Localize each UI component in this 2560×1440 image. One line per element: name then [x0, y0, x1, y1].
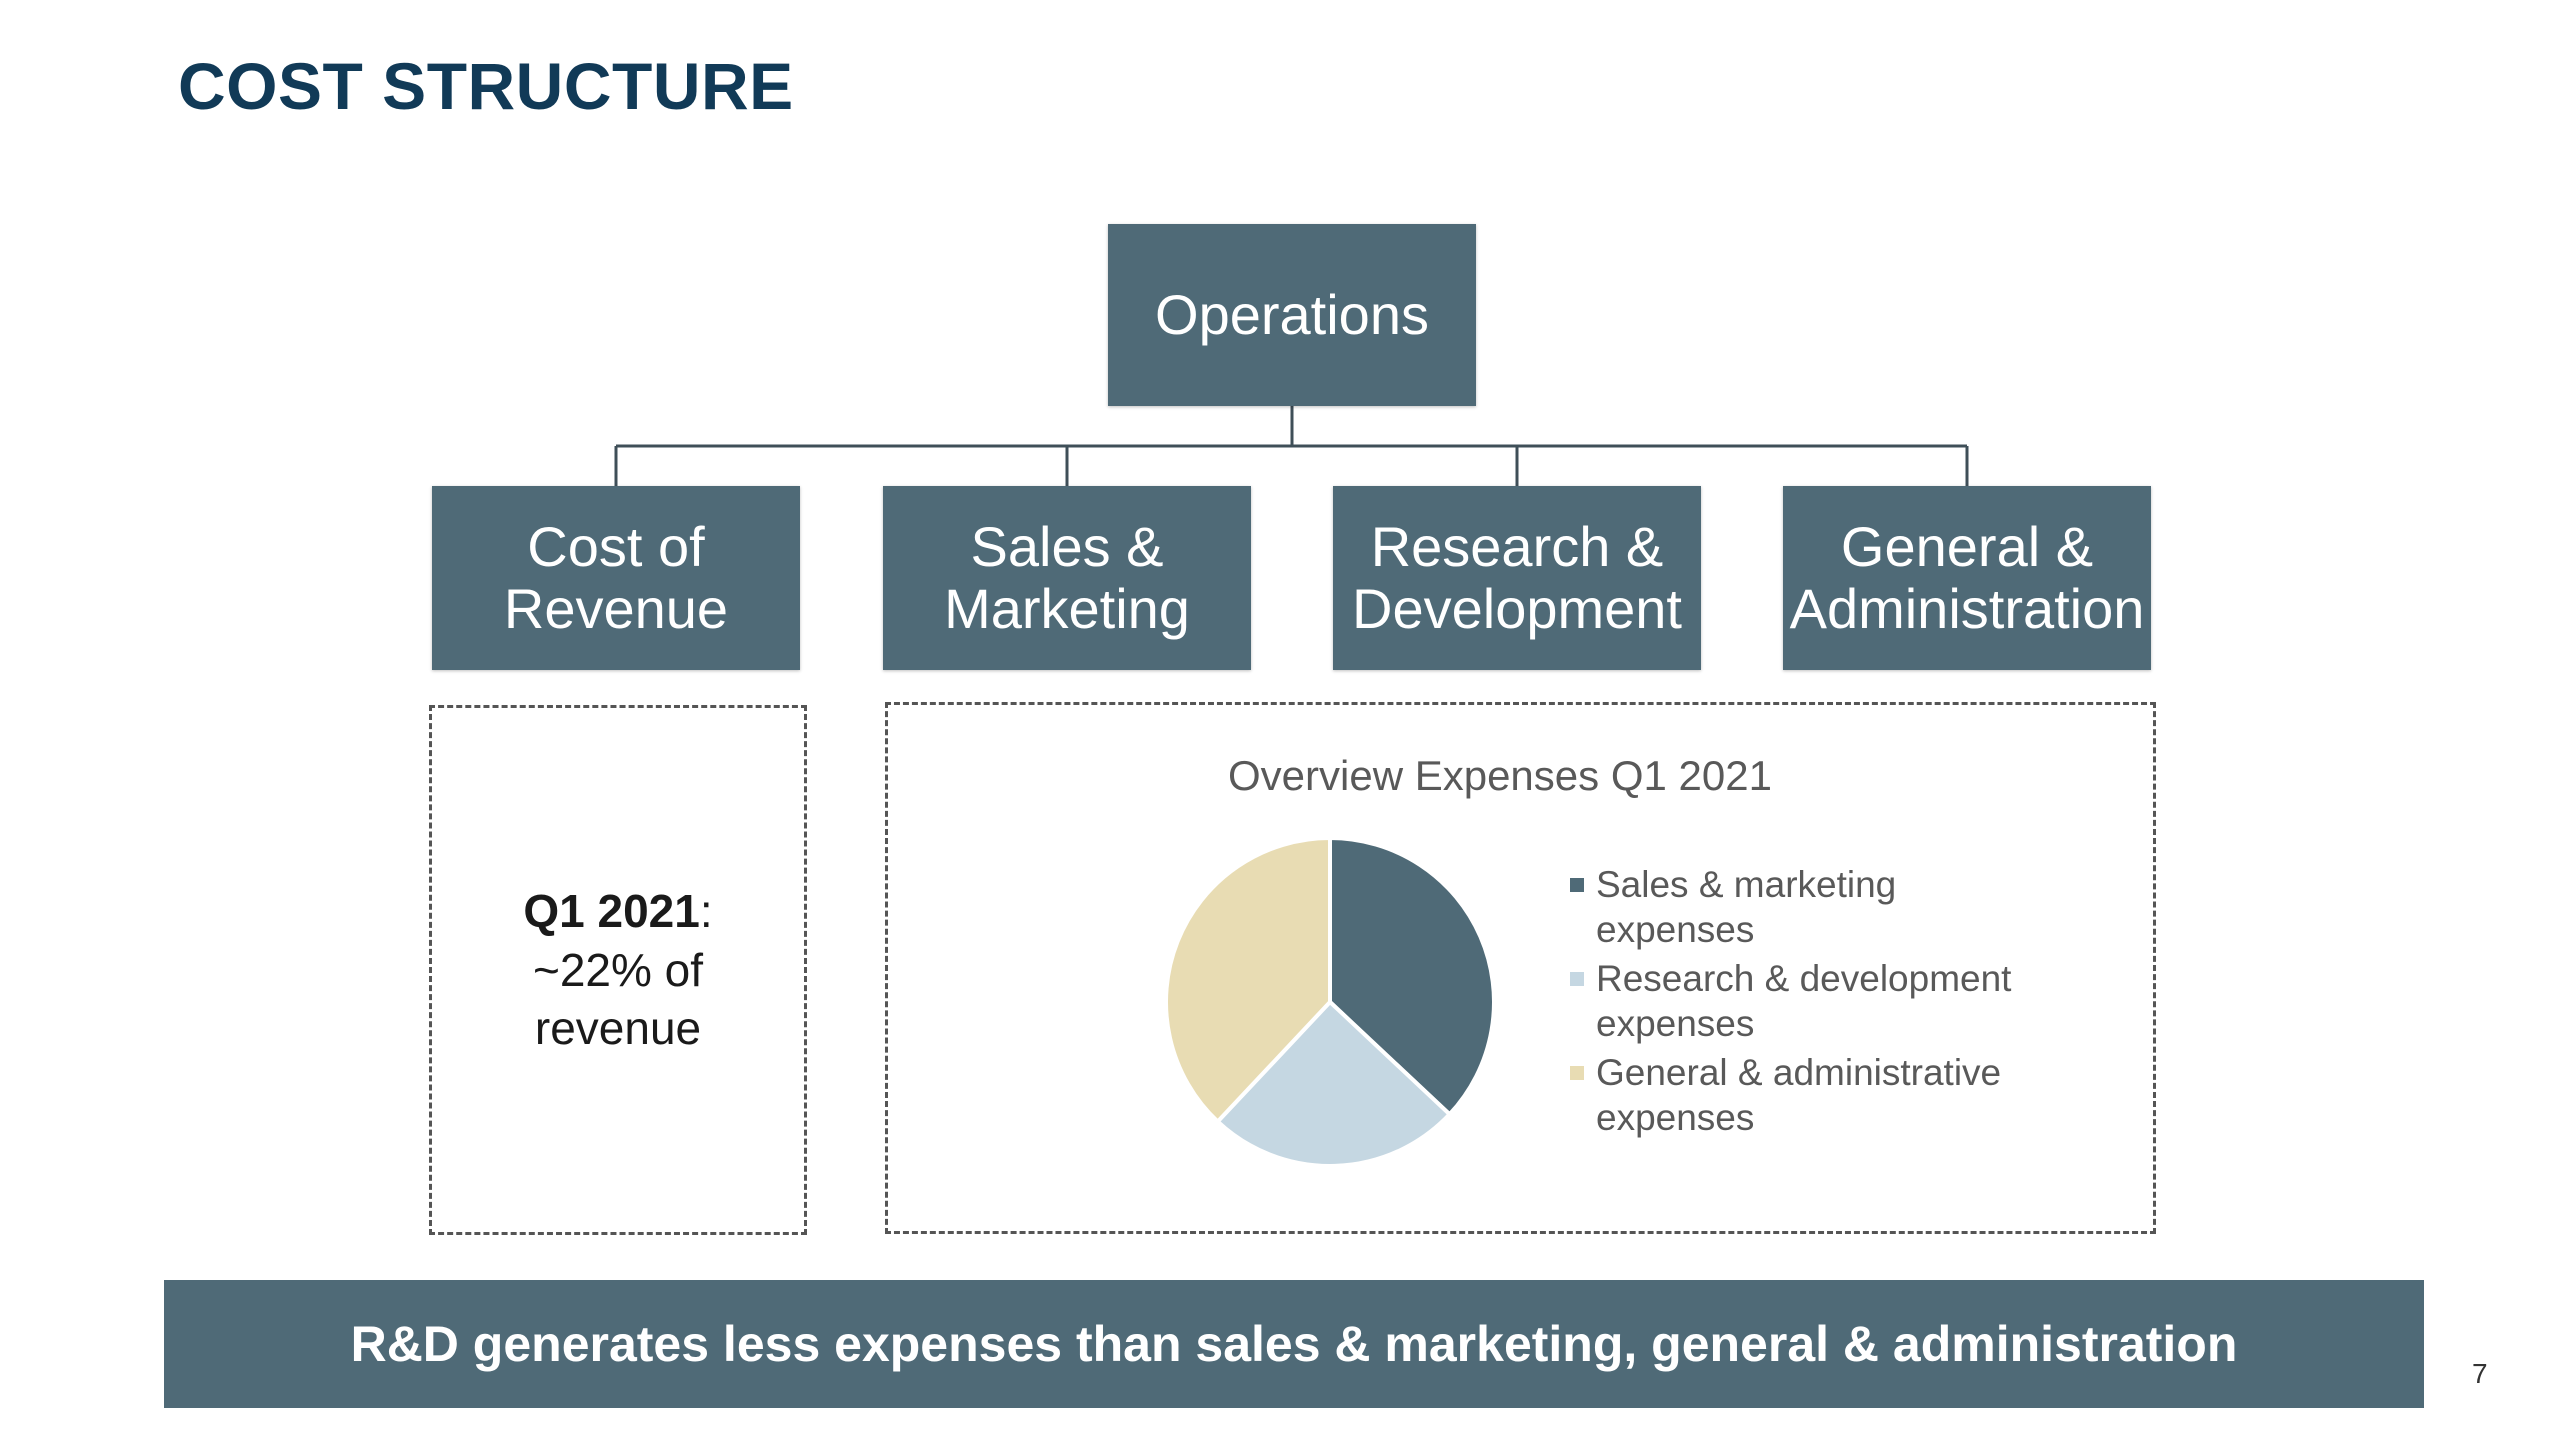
conclusion-text: R&D generates less expenses than sales &…	[350, 1316, 2238, 1372]
expenses-pie-chart	[1164, 835, 1496, 1168]
page-number: 7	[2472, 1358, 2488, 1389]
pie-slice-sales-marketing	[1328, 835, 1496, 1118]
sales-marketing-line1: Sales &	[970, 515, 1164, 579]
legend-label-sales-marketing-line1: Sales & marketing	[1596, 864, 1897, 905]
research-development-box: Research & Development	[1333, 486, 1701, 670]
note-line1: Q1 2021:	[523, 882, 712, 941]
cost-of-revenue-line2: Revenue	[503, 577, 729, 640]
legend-label-sales-marketing-line2: expenses	[1596, 909, 1755, 950]
note-period: Q1 2021	[523, 884, 700, 937]
note-colon: :	[699, 884, 713, 937]
general-administration-line2: Administration	[1789, 577, 2145, 640]
expenses-chart-panel	[885, 702, 2156, 1234]
sales-marketing-box: Sales & Marketing	[883, 486, 1251, 670]
conclusion-banner: R&D generates less expenses than sales &…	[164, 1280, 2424, 1408]
chart-title: Overview Expenses Q1 2021	[1228, 752, 1772, 799]
legend-swatch-research-development	[1570, 972, 1584, 986]
legend-label-general-administrative-line2: expenses	[1596, 1097, 1755, 1138]
research-development-line2: Development	[1352, 577, 1682, 640]
legend-label-research-development-line2: expenses	[1596, 1003, 1755, 1044]
pie-slice-general-administrative	[1164, 835, 1332, 1125]
operations-label: Operations	[1155, 283, 1429, 347]
legend-label-research-development-line1: Research & development	[1596, 958, 2012, 999]
pie-slice-research-development	[1214, 999, 1453, 1168]
general-administration-box: General & Administration	[1783, 486, 2151, 670]
legend-label-general-administrative-line1: General & administrative	[1596, 1052, 2002, 1093]
research-development-line1: Research &	[1370, 515, 1664, 579]
page-title: COST STRUCTURE	[178, 49, 794, 123]
cost-of-revenue-note-panel: Q1 2021: ~22% of revenue	[429, 705, 807, 1235]
general-administration-line1: General &	[1840, 515, 2094, 579]
cost-of-revenue-box: Cost of Revenue	[432, 486, 800, 670]
legend-swatch-general-administrative	[1570, 1066, 1584, 1080]
sales-marketing-line2: Marketing	[944, 577, 1190, 640]
operations-box: Operations	[1108, 224, 1476, 406]
note-line3: revenue	[534, 1002, 702, 1055]
note-line2: ~22% of	[532, 943, 704, 996]
legend-swatch-sales-marketing	[1570, 878, 1584, 892]
cost-of-revenue-line1: Cost of	[527, 515, 705, 579]
